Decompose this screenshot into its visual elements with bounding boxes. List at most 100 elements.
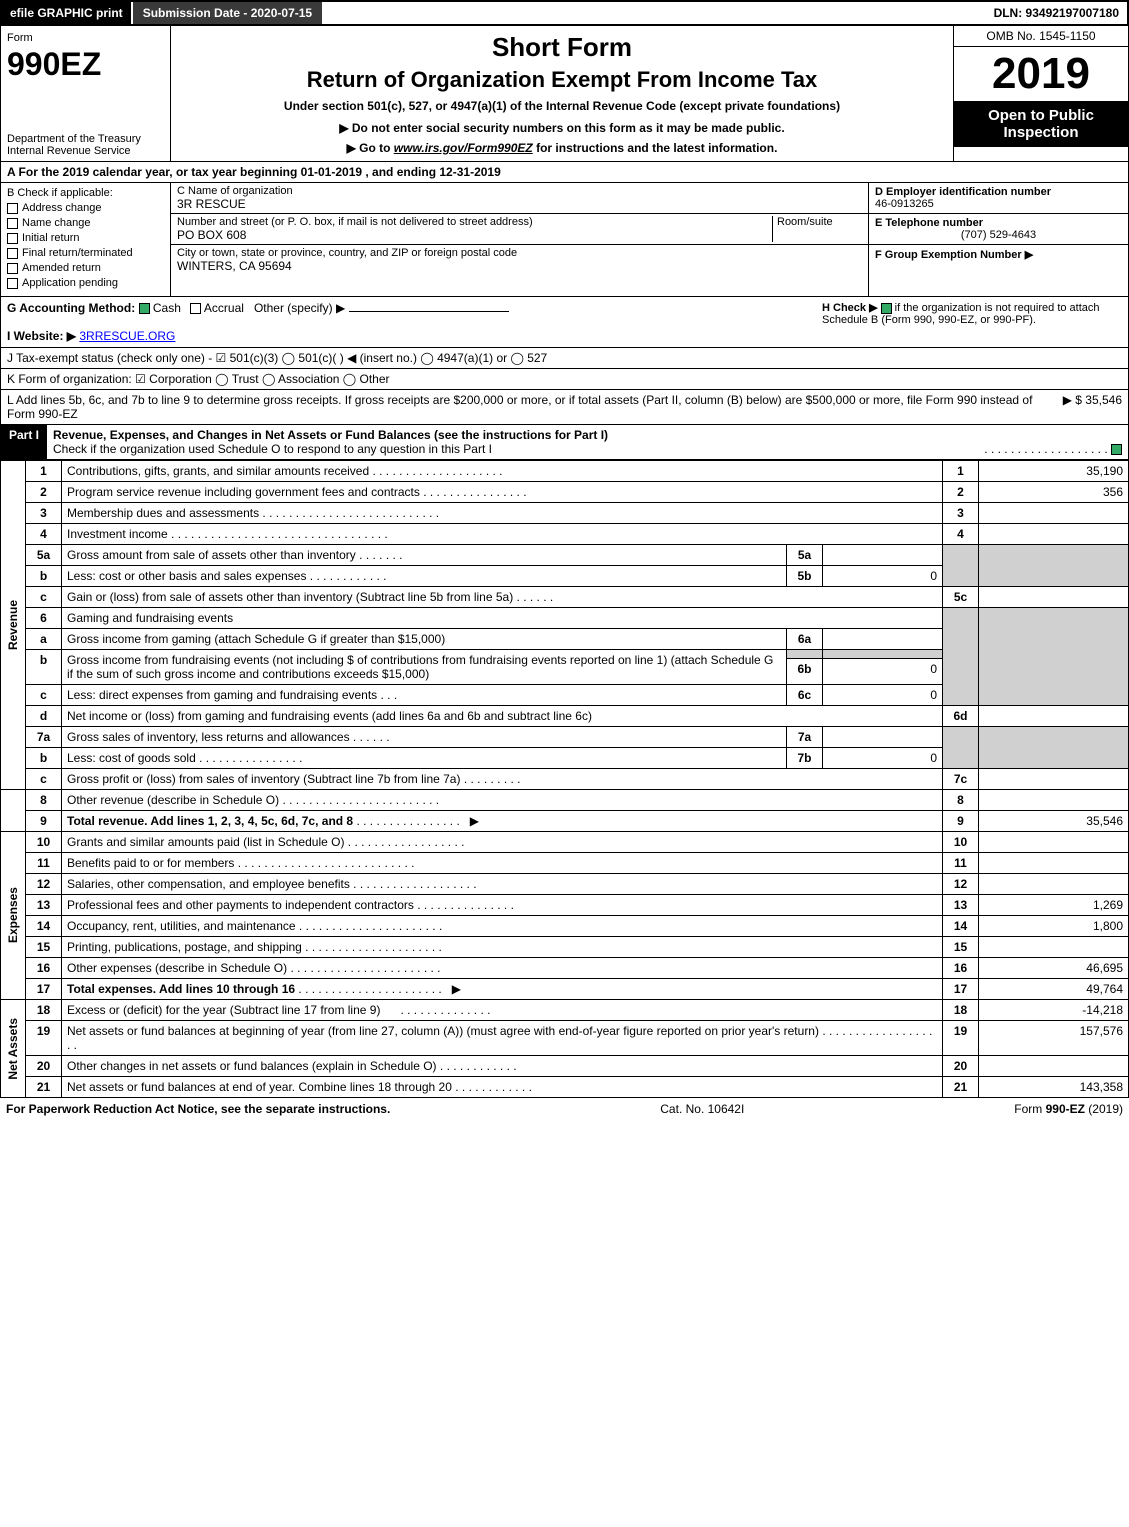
l7b-num: b bbox=[26, 748, 62, 769]
lbl-cash: Cash bbox=[153, 301, 181, 315]
ein-value: 46-0913265 bbox=[875, 198, 934, 210]
group-exemption-label: F Group Exemption Number ▶ bbox=[875, 249, 1033, 261]
chk-schedule-o[interactable] bbox=[1111, 444, 1122, 455]
top-bar: efile GRAPHIC print Submission Date - 20… bbox=[0, 0, 1129, 26]
phone-label: E Telephone number bbox=[875, 217, 983, 229]
l14-num: 14 bbox=[26, 916, 62, 937]
l4-num: 4 bbox=[26, 524, 62, 545]
l6d-text: Net income or (loss) from gaming and fun… bbox=[62, 706, 943, 727]
l20-text: Other changes in net assets or fund bala… bbox=[62, 1056, 943, 1077]
l1-amount: 35,190 bbox=[979, 461, 1129, 482]
header-right: OMB No. 1545-1150 2019 Open to Public In… bbox=[953, 26, 1128, 161]
l7b-sub-ref: 7b bbox=[787, 748, 823, 769]
l3-ref: 3 bbox=[943, 503, 979, 524]
l7c-text: Gross profit or (loss) from sales of inv… bbox=[62, 769, 943, 790]
l7a-num: 7a bbox=[26, 727, 62, 748]
chk-name-change[interactable] bbox=[7, 218, 18, 229]
l8-ref: 8 bbox=[943, 790, 979, 811]
l11-num: 11 bbox=[26, 853, 62, 874]
l6b-sub-ref: 6b bbox=[787, 658, 823, 684]
chk-application-pending[interactable] bbox=[7, 278, 18, 289]
org-name-label: C Name of organization bbox=[177, 185, 862, 197]
row-l-gross-receipts: L Add lines 5b, 6c, and 7b to line 9 to … bbox=[0, 390, 1129, 425]
form-990ez-footer: Form 990-EZ (2019) bbox=[1014, 1102, 1123, 1116]
l5a-text: Gross amount from sale of assets other t… bbox=[62, 545, 787, 566]
l14-text: Occupancy, rent, utilities, and maintena… bbox=[62, 916, 943, 937]
cat-no: Cat. No. 10642I bbox=[660, 1102, 744, 1116]
chk-amended[interactable] bbox=[7, 263, 18, 274]
goto-line: ▶ Go to www.irs.gov/Form990EZ for instru… bbox=[179, 141, 945, 155]
form-label: Form bbox=[7, 32, 33, 44]
website-link[interactable]: 3RRESCUE.ORG bbox=[79, 329, 175, 343]
group-exemption-cell: F Group Exemption Number ▶ bbox=[869, 245, 1128, 264]
g-label: G Accounting Method: bbox=[7, 301, 135, 315]
netassets-side-label: Net Assets bbox=[1, 1000, 26, 1098]
l5c-amount bbox=[979, 587, 1129, 608]
expenses-side-label: Expenses bbox=[1, 832, 26, 1000]
l16-text: Other expenses (describe in Schedule O) … bbox=[62, 958, 943, 979]
l1-ref: 1 bbox=[943, 461, 979, 482]
l16-ref: 16 bbox=[943, 958, 979, 979]
h-check: H Check ▶ if the organization is not req… bbox=[822, 301, 1122, 343]
l3-num: 3 bbox=[26, 503, 62, 524]
column-d-e-f: D Employer identification number 46-0913… bbox=[868, 183, 1128, 296]
l13-ref: 13 bbox=[943, 895, 979, 916]
l13-num: 13 bbox=[26, 895, 62, 916]
l6-num: 6 bbox=[26, 608, 62, 629]
financial-table: Revenue 1 Contributions, gifts, grants, … bbox=[0, 460, 1129, 1098]
l6c-text: Less: direct expenses from gaming and fu… bbox=[62, 685, 787, 706]
irs-gov-link[interactable]: www.irs.gov/Form990EZ bbox=[394, 141, 533, 155]
l6a-num: a bbox=[26, 629, 62, 650]
do-not-ssn: ▶ Do not enter social security numbers o… bbox=[179, 121, 945, 135]
efile-print-button[interactable]: efile GRAPHIC print bbox=[2, 2, 133, 24]
col-b-title: B Check if applicable: bbox=[7, 187, 164, 199]
l6b-num: b bbox=[26, 650, 62, 685]
goto-post: for instructions and the latest informat… bbox=[536, 141, 777, 155]
part1-label: Part I bbox=[1, 425, 47, 459]
l12-num: 12 bbox=[26, 874, 62, 895]
lbl-name-change: Name change bbox=[22, 217, 91, 229]
ein-cell: D Employer identification number 46-0913… bbox=[869, 183, 1128, 214]
page-footer: For Paperwork Reduction Act Notice, see … bbox=[0, 1098, 1129, 1120]
l6b-shaded-amt bbox=[823, 650, 943, 659]
l5a-sub-ref: 5a bbox=[787, 545, 823, 566]
under-section-text: Under section 501(c), 527, or 4947(a)(1)… bbox=[179, 99, 945, 113]
l7a-sub-amount bbox=[823, 727, 943, 748]
short-form-title: Short Form bbox=[179, 32, 945, 63]
chk-cash[interactable] bbox=[139, 303, 150, 314]
line-a-calendar-year: A For the 2019 calendar year, or tax yea… bbox=[0, 162, 1129, 183]
l15-ref: 15 bbox=[943, 937, 979, 958]
j-text: J Tax-exempt status (check only one) - ☑… bbox=[7, 351, 547, 365]
chk-initial-return[interactable] bbox=[7, 233, 18, 244]
l10-num: 10 bbox=[26, 832, 62, 853]
lbl-initial: Initial return bbox=[22, 232, 79, 244]
irs-text: Internal Revenue Service bbox=[7, 145, 164, 157]
l3-amount bbox=[979, 503, 1129, 524]
header-center: Short Form Return of Organization Exempt… bbox=[171, 26, 953, 161]
chk-accrual[interactable] bbox=[190, 303, 201, 314]
lbafter-chk: Address change bbox=[22, 202, 102, 214]
chk-address-change[interactable] bbox=[7, 203, 18, 214]
l5b-text: Less: cost or other basis and sales expe… bbox=[62, 566, 787, 587]
l6a-sub-ref: 6a bbox=[787, 629, 823, 650]
l5b-sub-ref: 5b bbox=[787, 566, 823, 587]
chk-final-return[interactable] bbox=[7, 248, 18, 259]
l4-ref: 4 bbox=[943, 524, 979, 545]
l1-num: 1 bbox=[26, 461, 62, 482]
org-name-cell: C Name of organization 3R RESCUE bbox=[171, 183, 868, 214]
city-value: WINTERS, CA 95694 bbox=[177, 259, 292, 273]
l7c-ref: 7c bbox=[943, 769, 979, 790]
form-number: 990EZ bbox=[7, 46, 164, 83]
chk-h[interactable] bbox=[881, 303, 892, 314]
omb-number: OMB No. 1545-1150 bbox=[954, 26, 1128, 47]
part1-header-row: Part I Revenue, Expenses, and Changes in… bbox=[0, 425, 1129, 460]
other-specify-field[interactable] bbox=[349, 311, 509, 312]
l7-shaded-ref bbox=[943, 727, 979, 769]
addr-value: PO BOX 608 bbox=[177, 228, 246, 242]
department-treasury: Department of the Treasury Internal Reve… bbox=[7, 133, 164, 157]
l11-ref: 11 bbox=[943, 853, 979, 874]
l6d-amount bbox=[979, 706, 1129, 727]
l4-amount bbox=[979, 524, 1129, 545]
l5-shaded-amt bbox=[979, 545, 1129, 587]
return-title: Return of Organization Exempt From Incom… bbox=[179, 67, 945, 93]
